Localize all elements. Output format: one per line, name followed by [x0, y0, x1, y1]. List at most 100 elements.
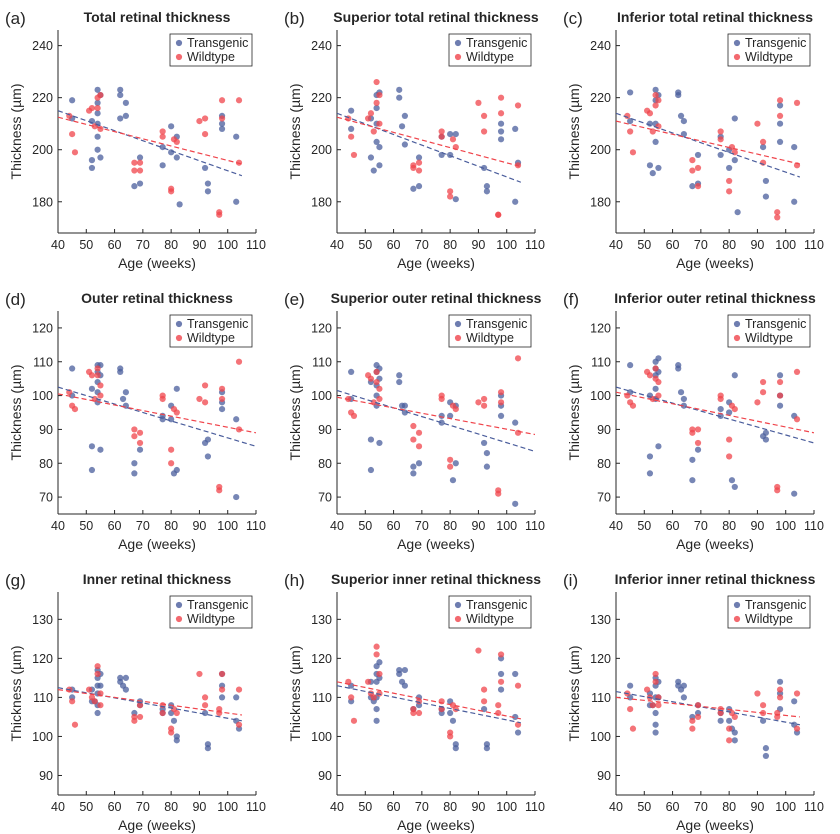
data-point-transgenic [627, 362, 634, 369]
data-point-wildtype [415, 709, 423, 717]
y-tick-label: 100 [32, 730, 53, 744]
data-point-transgenic [449, 717, 457, 724]
data-point-wildtype [655, 97, 662, 104]
data-point-wildtype [94, 365, 101, 372]
data-point-wildtype [410, 422, 417, 430]
data-point-transgenic [717, 151, 724, 159]
x-tick-label: 70 [415, 238, 429, 252]
data-point-wildtype [168, 446, 175, 453]
legend-marker-wildtype [175, 334, 183, 342]
data-point-transgenic [88, 164, 96, 172]
data-point-transgenic [122, 112, 129, 119]
legend-marker-wildtype [733, 334, 741, 342]
panel-h: 40 50 60 70 80 90 100 110 90 100 110 120 130 Age (wee… [284, 571, 545, 833]
legend-box [727, 33, 811, 67]
legend-box [448, 595, 532, 629]
data-point-wildtype [136, 429, 144, 436]
panel-label: (i) [563, 571, 578, 590]
x-tick-label: 60 [108, 519, 122, 533]
panel-label: (g) [5, 571, 26, 590]
data-point-transgenic [233, 133, 240, 140]
data-point-wildtype [497, 651, 505, 658]
trend-line-transgenic [58, 687, 242, 722]
x-tick-label: 40 [609, 800, 623, 814]
data-point-wildtype [159, 128, 166, 135]
data-point-transgenic [762, 193, 770, 200]
data-point-wildtype [159, 709, 166, 717]
data-point-transgenic [218, 406, 226, 413]
data-point-transgenic [497, 412, 505, 419]
trend-line-wildtype [58, 116, 243, 165]
data-point-wildtype [373, 651, 380, 658]
data-point-transgenic [122, 674, 129, 681]
data-point-transgenic [94, 99, 101, 106]
data-point-wildtype [644, 686, 651, 693]
data-point-wildtype [497, 389, 505, 396]
data-point-wildtype [475, 399, 482, 406]
data-point-transgenic [401, 112, 408, 119]
panel-label: (f) [563, 290, 579, 309]
data-point-transgenic [348, 368, 355, 375]
legend-label: Transgenic [187, 598, 248, 612]
data-point-transgenic [401, 682, 408, 689]
y-tick-label: 110 [312, 691, 332, 705]
legend-box [727, 595, 811, 629]
data-point-transgenic [122, 99, 129, 106]
data-point-wildtype [774, 209, 781, 216]
data-point-transgenic [694, 446, 702, 453]
data-point-wildtype [168, 729, 175, 736]
data-point-transgenic [401, 666, 408, 674]
data-point-wildtype [373, 78, 380, 86]
data-point-wildtype [793, 368, 801, 375]
data-point-transgenic [497, 670, 505, 678]
data-point-wildtype [480, 128, 488, 135]
legend-marker-wildtype [733, 615, 741, 623]
chart-title: Inner retinal thickness [83, 571, 232, 587]
data-point-transgenic [159, 162, 166, 169]
data-point-wildtype [131, 426, 138, 433]
data-point-transgenic [117, 115, 124, 122]
data-point-wildtype [69, 131, 76, 138]
panel-label: (b) [284, 9, 305, 28]
data-point-wildtype [759, 378, 767, 386]
data-point-transgenic [168, 123, 175, 130]
data-point-transgenic [204, 453, 212, 460]
data-point-transgenic [649, 170, 656, 177]
data-point-wildtype [694, 439, 702, 447]
data-point-wildtype [88, 104, 96, 112]
data-point-transgenic [791, 144, 798, 151]
data-point-wildtype [776, 392, 784, 399]
panel-label: (h) [284, 571, 305, 590]
data-point-transgenic [731, 372, 738, 379]
data-point-transgenic [415, 183, 423, 190]
panel-i: 40 50 60 70 80 90 100 110 90 100 110 120 130 Age (wee… [563, 571, 824, 833]
x-tick-label: 70 [694, 238, 708, 252]
legend-marker-transgenic [175, 39, 183, 47]
x-tick-label: 90 [750, 800, 764, 814]
trend-line-transgenic [58, 386, 256, 447]
data-point-transgenic [652, 729, 659, 736]
data-point-wildtype [376, 91, 383, 99]
x-axis-label: Age (weeks) [676, 255, 754, 271]
panel-b: 40 50 60 70 80 90 100 110 180 200 220 240 Age (weeks… [284, 9, 545, 271]
legend-box [169, 314, 253, 348]
data-point-transgenic [776, 102, 784, 109]
data-point-transgenic [627, 89, 634, 96]
y-tick-label: 200 [590, 143, 611, 157]
data-point-transgenic [69, 365, 76, 372]
data-point-transgenic [168, 149, 175, 156]
trend-line-transgenic [337, 112, 522, 183]
data-point-transgenic [717, 406, 724, 413]
data-point-transgenic [173, 737, 180, 744]
data-point-wildtype [447, 193, 454, 200]
x-tick-label: 100 [775, 519, 796, 533]
data-point-wildtype [136, 713, 144, 721]
x-tick-label: 110 [525, 800, 545, 814]
x-tick-label: 110 [246, 238, 266, 252]
y-tick-label: 130 [32, 613, 53, 627]
data-point-wildtype [652, 365, 659, 372]
data-point-wildtype [196, 117, 203, 125]
data-point-wildtype [173, 709, 180, 717]
data-point-wildtype [94, 104, 101, 112]
